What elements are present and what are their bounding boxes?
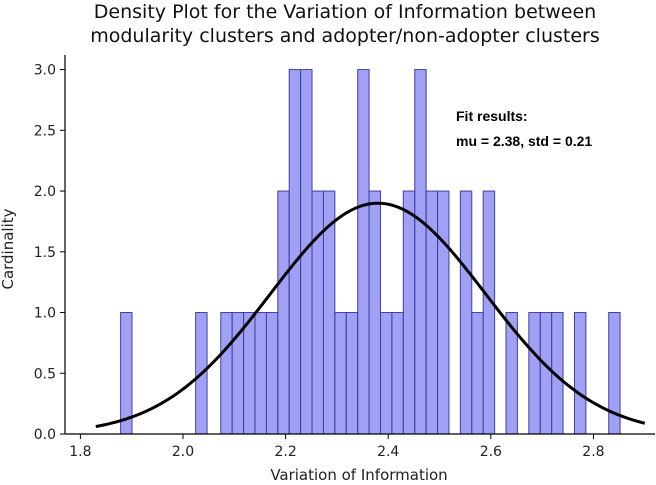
x-axis-ticks: 1.8 2.0 2.2 2.4 2.6 2.8 bbox=[69, 434, 605, 460]
y-tick-label: 2.0 bbox=[34, 184, 56, 200]
histogram-bar bbox=[528, 312, 541, 435]
axes-frame bbox=[64, 55, 655, 435]
histogram-bar bbox=[120, 312, 133, 435]
y-tick-label: 3.0 bbox=[34, 63, 56, 79]
histogram-bar bbox=[243, 312, 256, 435]
x-tick-label: 2.8 bbox=[582, 444, 604, 460]
chart-title: Density Plot for the Variation of Inform… bbox=[94, 1, 596, 23]
x-tick-label: 2.4 bbox=[377, 444, 399, 460]
histogram-bar bbox=[311, 190, 324, 435]
histogram-bar bbox=[437, 190, 450, 435]
histogram-bar bbox=[254, 312, 267, 435]
histogram-bars bbox=[120, 69, 621, 435]
x-axis-label: Variation of Information bbox=[270, 466, 447, 484]
x-tick-label: 2.0 bbox=[172, 444, 194, 460]
histogram-bar bbox=[334, 312, 347, 435]
chart-subtitle: modularity clusters and adopter/non-adop… bbox=[90, 25, 600, 47]
histogram-bar bbox=[539, 312, 553, 435]
x-tick-label: 2.2 bbox=[274, 444, 296, 460]
histogram-bar bbox=[265, 312, 279, 435]
histogram-bar bbox=[482, 190, 496, 435]
y-tick-label: 2.5 bbox=[34, 123, 56, 139]
x-tick-label: 2.6 bbox=[480, 444, 502, 460]
histogram-bar bbox=[402, 190, 416, 435]
histogram-bar bbox=[357, 69, 370, 435]
y-tick-label: 0.0 bbox=[34, 427, 56, 443]
y-axis-label: Cardinality bbox=[0, 208, 17, 289]
histogram-bar bbox=[414, 69, 427, 435]
x-tick-label: 1.8 bbox=[69, 444, 91, 460]
y-axis-ticks: 0.0 0.5 1.0 1.5 2.0 2.5 3.0 bbox=[34, 63, 65, 443]
histogram-bar bbox=[573, 312, 587, 435]
histogram-bar bbox=[368, 190, 382, 435]
histogram-bar bbox=[380, 312, 393, 435]
histogram-bar bbox=[459, 190, 473, 435]
gaussian-fit-curve bbox=[95, 201, 646, 428]
y-tick-label: 0.5 bbox=[34, 366, 56, 382]
y-tick-label: 1.5 bbox=[34, 245, 56, 261]
histogram-bar bbox=[471, 312, 484, 435]
histogram-bar bbox=[391, 312, 404, 435]
histogram-bar bbox=[345, 312, 359, 435]
fit-results-heading: Fit results: bbox=[456, 108, 528, 124]
histogram-bar bbox=[277, 190, 290, 435]
histogram-bar bbox=[220, 312, 233, 435]
fit-results-values: mu = 2.38, std = 0.21 bbox=[456, 133, 592, 149]
y-tick-label: 1.0 bbox=[34, 306, 56, 322]
histogram-bar bbox=[288, 69, 302, 435]
